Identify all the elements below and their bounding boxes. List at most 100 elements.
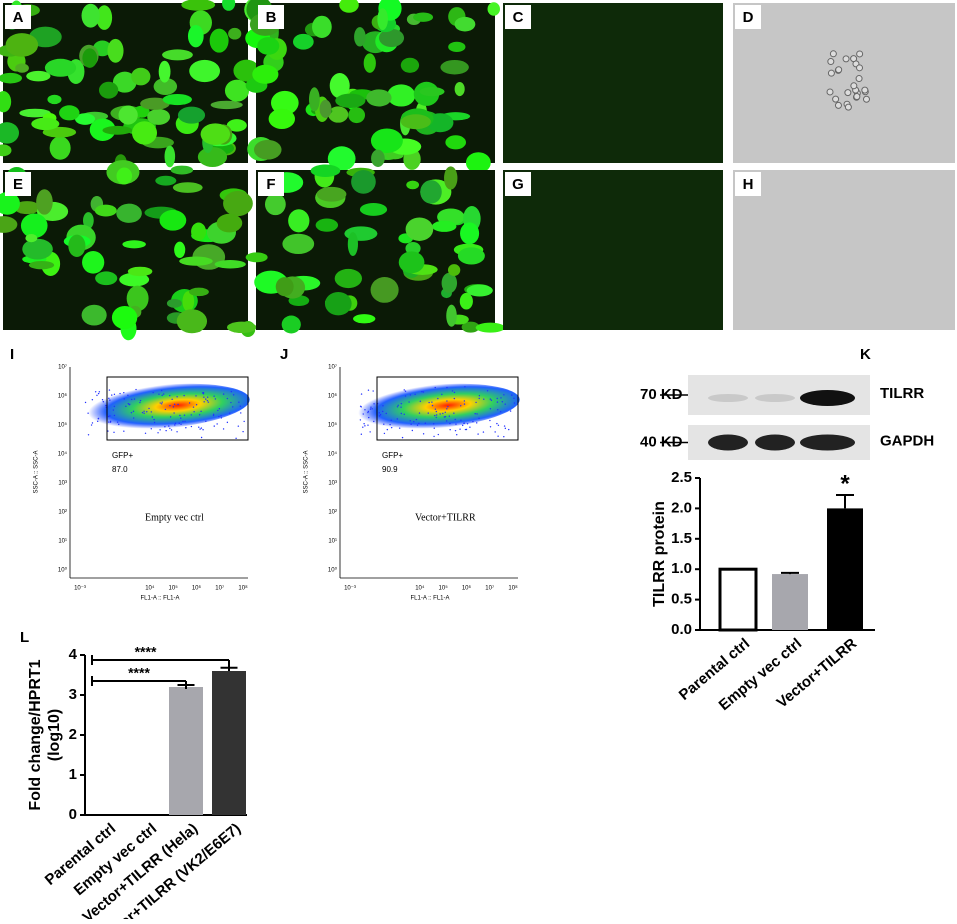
event [161,401,163,403]
event [125,405,127,408]
x-axis-label: FL1-A :: FL1-A [410,596,449,602]
event [460,405,462,407]
event [152,391,154,394]
cell [15,63,29,73]
event [213,395,215,397]
panel-label-box [258,5,284,29]
panel-label: C [513,9,524,26]
cell [174,241,186,259]
x-tick-label: 10⁴ [145,585,155,592]
event [478,395,481,397]
cell [329,73,350,99]
cell [432,220,457,232]
event [466,423,469,425]
cell [366,89,392,107]
event [490,399,493,401]
event [133,417,135,419]
cell [353,314,376,324]
event [84,401,87,404]
cell [31,117,60,131]
event [169,404,171,407]
event [87,434,90,436]
event [455,423,457,425]
event [372,390,374,392]
cell [126,285,149,312]
x-tick-label: 10⁶ [192,585,202,592]
event [489,408,492,410]
y-tick-label: 1 [69,766,77,783]
cell [844,89,852,97]
significance-label: **** [135,644,157,660]
cell [36,189,53,215]
event [446,386,448,389]
cell [446,304,457,327]
event [173,412,175,414]
band-name: TILRR [880,385,924,402]
cell [131,67,151,86]
event [400,402,403,405]
event [239,405,242,407]
cell [19,108,51,118]
cell [127,266,153,277]
event [437,433,439,436]
cell [98,81,119,99]
event [111,394,113,396]
micrograph [503,170,723,330]
event [113,414,116,417]
cell [111,305,138,330]
event [445,420,448,422]
cell [116,203,142,223]
event [218,415,220,418]
event [222,393,225,395]
event [489,419,491,422]
event [444,411,446,413]
cell [197,147,228,167]
event [472,420,474,423]
event [449,429,451,431]
event [127,394,129,397]
event [494,431,496,433]
cell [0,91,12,113]
cell [81,304,107,326]
event [475,401,477,404]
event [162,393,165,395]
error-bar [836,494,854,509]
event [496,401,499,403]
gate-label: GFP+ [382,451,403,460]
event [464,386,466,388]
cell [475,322,505,333]
event [131,398,133,401]
cell [253,139,282,160]
y-tick-label: 10³ [328,481,337,487]
band [800,434,855,451]
event [182,420,184,423]
cell [25,234,38,243]
event [383,423,385,425]
cell [406,180,420,190]
event [367,424,369,426]
event [409,420,411,422]
event [105,404,107,407]
cell [216,213,243,233]
event [424,422,427,424]
event [446,400,448,402]
y-tick-label: 10² [328,510,337,516]
cell [0,216,18,233]
cell [377,8,388,31]
cell [200,123,231,146]
event [184,420,186,422]
event [143,410,145,412]
cell [454,81,465,97]
y-tick-label: 2.5 [671,469,692,486]
event [427,412,429,414]
cell [466,284,493,297]
event [96,394,98,397]
panel-label: B [266,9,277,26]
cell [359,202,388,216]
bar [169,687,203,815]
event [359,419,362,421]
micrograph [733,3,955,163]
event [454,429,457,432]
event [232,406,234,408]
event [433,435,435,438]
